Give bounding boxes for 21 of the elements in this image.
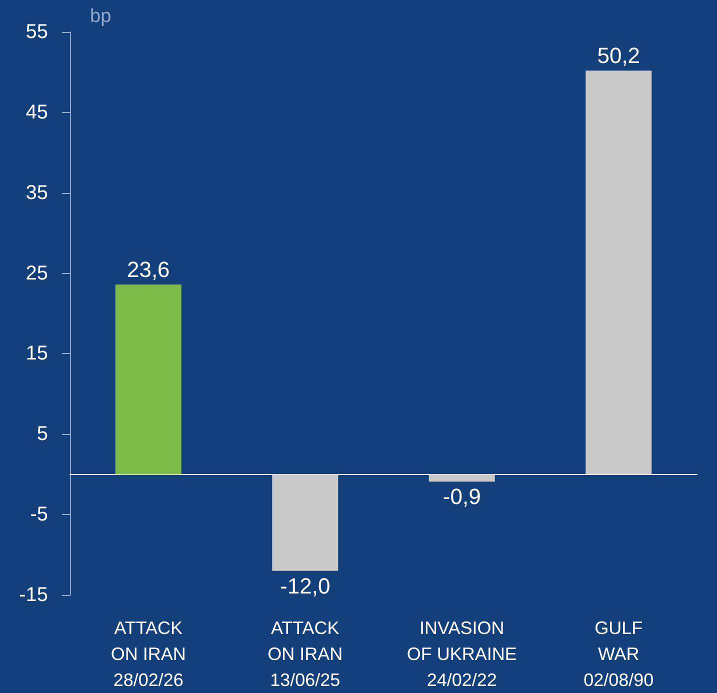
data-label: -0,9 [442, 484, 481, 510]
data-label: -12,0 [280, 573, 330, 598]
y-tick-label: 25 [26, 262, 48, 284]
x-tick-label: ATTACK ON IRAN 28/02/26 [110, 618, 186, 690]
data-label: 50,2 [597, 43, 640, 68]
y-tick-label: 5 [36, 423, 48, 446]
y-tick-label: 35 [26, 182, 48, 204]
y-tick-label: 15 [26, 342, 48, 365]
bar [115, 284, 182, 474]
y-tick-label: 55 [26, 21, 48, 43]
y-tick-label: -5 [30, 504, 48, 526]
x-tick-label: INVASION OF UKRAINE 24/02/22 [406, 618, 517, 690]
bar [586, 70, 652, 474]
x-tick-label: GULF WAR 02/08/90 [584, 618, 654, 690]
data-label: 23,6 [126, 257, 170, 282]
y-tick-label: -15 [19, 584, 48, 606]
x-tick-label: ATTACK ON IRAN 13/06/25 [268, 618, 343, 690]
y-tick-label: 45 [26, 101, 48, 124]
bar [428, 474, 495, 482]
y-axis-title: bp [90, 6, 112, 27]
bar [272, 474, 338, 571]
